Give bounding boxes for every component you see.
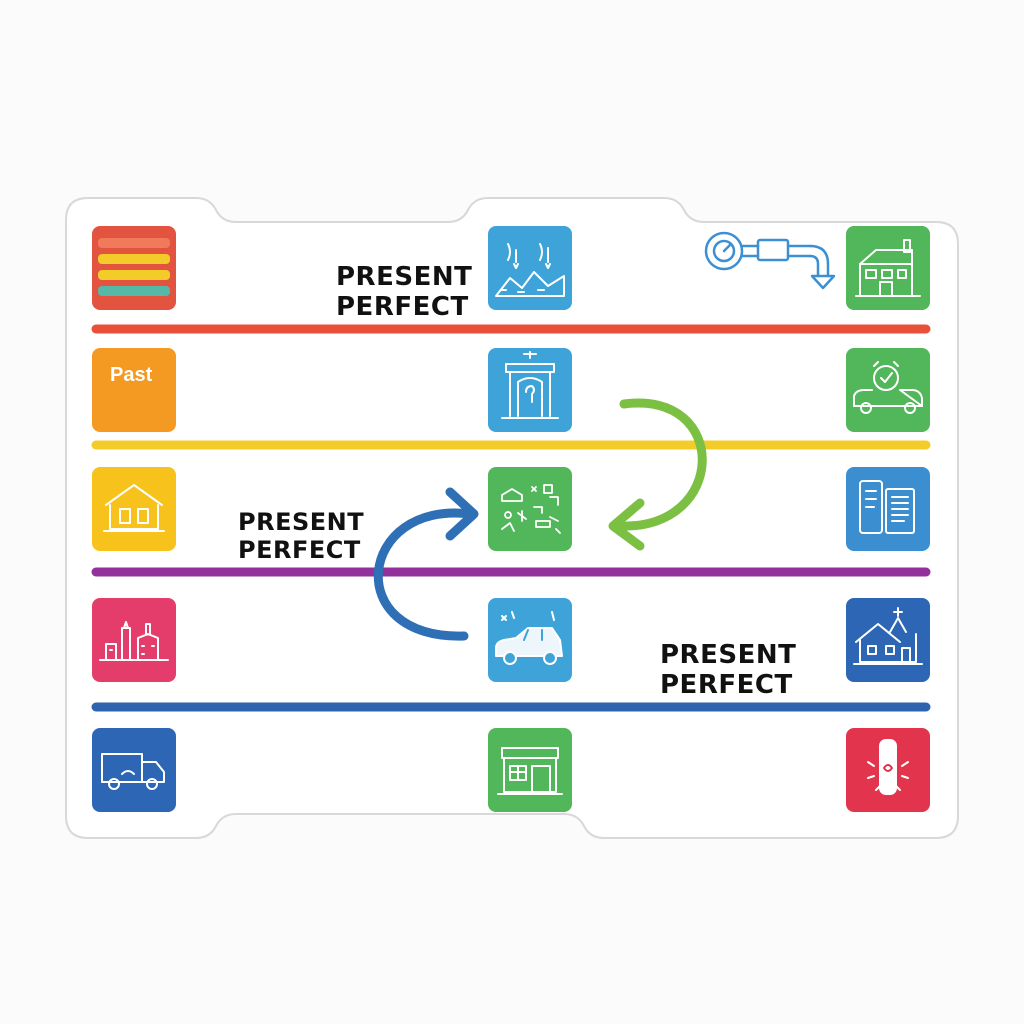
label-line-1: PRESENT [660, 640, 797, 670]
striped-bars-tile [92, 226, 176, 310]
doorway-icon [501, 351, 559, 419]
blue-curved-arrow [373, 487, 479, 641]
scattered-items-icon [501, 484, 561, 534]
shop-icon [497, 747, 563, 795]
alarm-car-tile [846, 348, 930, 432]
city-tile [92, 598, 176, 682]
candle-tile [846, 728, 930, 812]
scattered-items-tile [488, 467, 572, 551]
documents-tile [846, 467, 930, 551]
gauge-pipe-icon [704, 231, 836, 290]
past-label: Past [110, 364, 153, 386]
present-perfect-label-top: PRESENT PERFECT [336, 262, 472, 322]
candle-icon [867, 739, 909, 795]
landscape-icon [495, 243, 565, 297]
label-line-2: PERFECT [238, 536, 361, 564]
car-tile [488, 598, 572, 682]
church-icon [853, 607, 923, 665]
truck-icon [101, 753, 165, 790]
label-line-2: PERFECT [336, 292, 469, 322]
house-tile [846, 226, 930, 310]
label-line-1: PRESENT [238, 508, 365, 536]
doorway-tile [488, 348, 572, 432]
label-line-1: PRESENT [336, 262, 473, 292]
shop-tile [488, 728, 572, 812]
green-curved-arrow [608, 398, 707, 551]
landscape-tile [488, 226, 572, 310]
past-tile: Past [92, 348, 176, 432]
present-perfect-label-middle: PRESENT PERFECT [238, 508, 364, 564]
church-tile [846, 598, 930, 682]
truck-tile [92, 728, 176, 812]
alarm-clock-car-icon [853, 361, 923, 414]
school-building-icon [103, 484, 165, 532]
house-icon [855, 239, 921, 297]
present-perfect-label-bottom: PRESENT PERFECT [660, 640, 796, 700]
school-tile [92, 467, 176, 551]
bars-icon [98, 238, 170, 296]
documents-icon [859, 480, 915, 534]
car-icon [495, 611, 563, 665]
city-buildings-icon [99, 621, 169, 661]
label-line-2: PERFECT [660, 670, 793, 700]
